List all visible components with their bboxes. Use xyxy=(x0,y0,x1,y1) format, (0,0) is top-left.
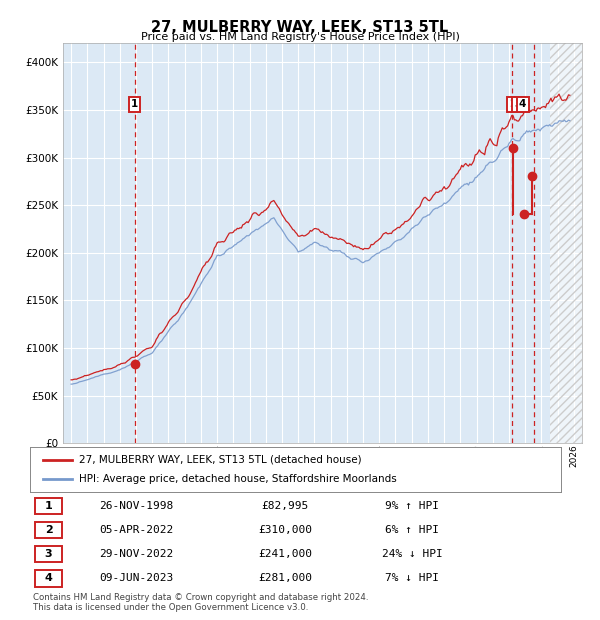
Bar xyxy=(550,43,590,443)
Text: 1: 1 xyxy=(131,99,138,109)
Text: 7% ↓ HPI: 7% ↓ HPI xyxy=(385,574,439,583)
FancyBboxPatch shape xyxy=(35,570,62,587)
FancyBboxPatch shape xyxy=(35,546,62,562)
Bar xyxy=(550,43,590,443)
Text: 27, MULBERRY WAY, LEEK, ST13 5TL (detached house): 27, MULBERRY WAY, LEEK, ST13 5TL (detach… xyxy=(79,454,361,464)
Text: 26-NOV-1998: 26-NOV-1998 xyxy=(99,501,173,511)
Text: HPI: Average price, detached house, Staffordshire Moorlands: HPI: Average price, detached house, Staf… xyxy=(79,474,397,484)
Text: 4: 4 xyxy=(44,574,53,583)
Text: 09-JUN-2023: 09-JUN-2023 xyxy=(99,574,173,583)
Text: 29-NOV-2022: 29-NOV-2022 xyxy=(99,549,173,559)
Text: 27, MULBERRY WAY, LEEK, ST13 5TL: 27, MULBERRY WAY, LEEK, ST13 5TL xyxy=(151,20,449,35)
Text: 2: 2 xyxy=(509,99,517,109)
Text: 4: 4 xyxy=(519,99,526,109)
Text: £82,995: £82,995 xyxy=(261,501,308,511)
Text: 6% ↑ HPI: 6% ↑ HPI xyxy=(385,525,439,535)
Text: £310,000: £310,000 xyxy=(258,525,312,535)
Text: £281,000: £281,000 xyxy=(258,574,312,583)
Text: 1: 1 xyxy=(45,501,52,511)
Text: This data is licensed under the Open Government Licence v3.0.: This data is licensed under the Open Gov… xyxy=(33,603,308,612)
Text: 24% ↓ HPI: 24% ↓ HPI xyxy=(382,549,443,559)
FancyBboxPatch shape xyxy=(35,498,62,515)
Text: 05-APR-2022: 05-APR-2022 xyxy=(99,525,173,535)
Text: Price paid vs. HM Land Registry's House Price Index (HPI): Price paid vs. HM Land Registry's House … xyxy=(140,32,460,42)
FancyBboxPatch shape xyxy=(35,522,62,538)
Text: 3: 3 xyxy=(45,549,52,559)
Text: £241,000: £241,000 xyxy=(258,549,312,559)
Text: 3: 3 xyxy=(514,99,521,109)
Text: 9% ↑ HPI: 9% ↑ HPI xyxy=(385,501,439,511)
Text: 2: 2 xyxy=(45,525,52,535)
Text: Contains HM Land Registry data © Crown copyright and database right 2024.: Contains HM Land Registry data © Crown c… xyxy=(33,593,368,602)
